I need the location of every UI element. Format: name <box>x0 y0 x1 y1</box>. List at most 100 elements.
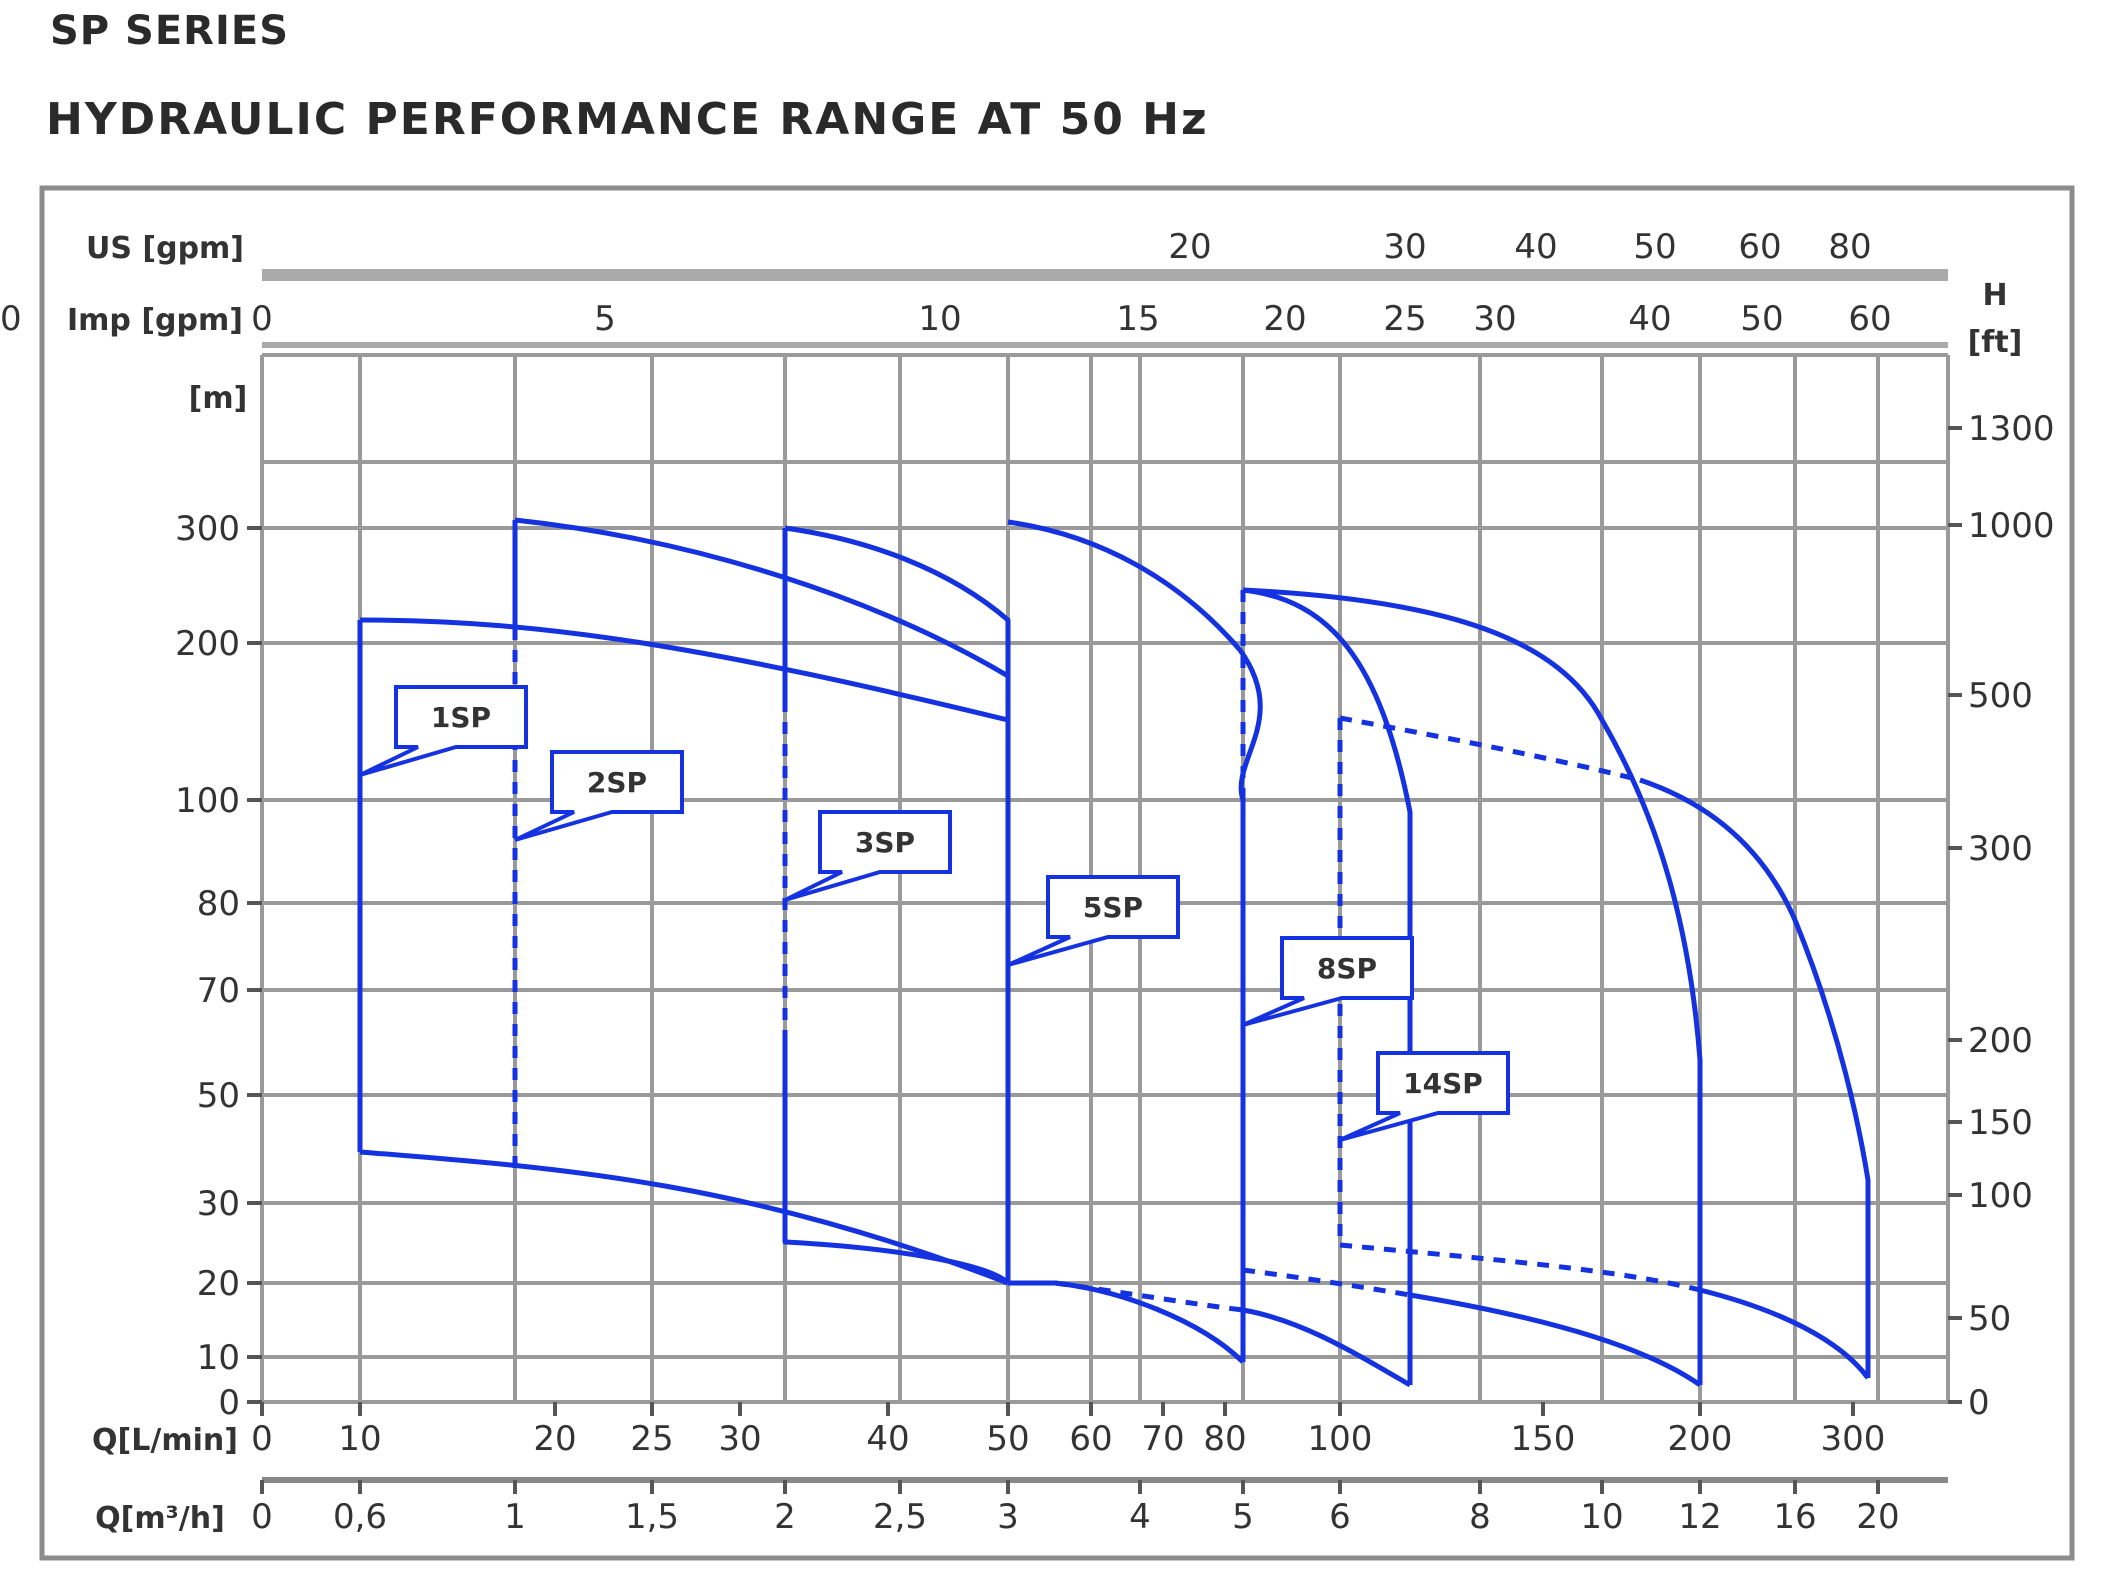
3sp-bottom-curve <box>782 1040 1010 1285</box>
h-m-tick-label: 80 <box>197 884 240 924</box>
axes: 0102030507080100200300[m]050100150200300… <box>0 227 2055 1537</box>
q-lmin-tick-label: 50 <box>986 1419 1029 1459</box>
imp-gpm-tick-label: 0 <box>251 299 273 339</box>
pump-labels: 1SP 2SP 3SP 5SP 8SP 14SP <box>359 685 1510 1142</box>
h-ft-tick-label: 100 <box>1968 1176 2033 1216</box>
q-lmin-tick-label: 150 <box>1511 1419 1576 1459</box>
q-m3h-tick-label: 0,6 <box>333 1497 387 1537</box>
q-m3h-tick-label: 1,5 <box>625 1497 679 1537</box>
5sp-envelope <box>1007 519 1263 1362</box>
1sp-bottom-curve <box>359 1149 1009 1286</box>
2sp-top-curve <box>514 517 1010 679</box>
14sp-bottom-curve-a <box>1409 1292 1702 1388</box>
q-lmin-tick-label: 100 <box>1308 1419 1373 1459</box>
h-ft-tick-label: 50 <box>1968 1299 2011 1339</box>
q-m3h-tick-label: 2,5 <box>873 1497 927 1537</box>
h-ft-tick-label: 300 <box>1968 829 2033 869</box>
pump-callout-box <box>1339 1051 1510 1142</box>
series-title: SP SERIES <box>50 8 289 54</box>
h-m-tick-label: 100 <box>175 781 240 821</box>
14sp-top-right <box>1639 777 1871 1378</box>
pump-model-label: 3SP <box>855 826 915 859</box>
q-m3h-tick-label: 6 <box>1329 1497 1351 1537</box>
imp-gpm-tick-label: 25 <box>1383 299 1426 339</box>
q-m3h-tick-label: 0 <box>251 1497 273 1537</box>
q-m3h-tick-label: 3 <box>997 1497 1019 1537</box>
pump-callout-box <box>514 750 684 842</box>
h-ft-tick-label: 500 <box>1968 676 2033 716</box>
1sp-top-curve <box>359 617 1011 775</box>
q-m3h-tick-label: 5 <box>1232 1497 1254 1537</box>
h-ft-unit-label: [ft] <box>1968 325 2023 360</box>
h-axis-letter: H <box>1982 278 2007 313</box>
pump-model-label: 1SP <box>431 701 491 734</box>
pump-callout-box <box>784 810 952 902</box>
us-gpm-tick-label: 40 <box>1514 227 1557 267</box>
imp-gpm-tick-label: 70 <box>0 299 22 339</box>
q-lmin-tick-label: 0 <box>251 1419 273 1459</box>
imp-gpm-tick-label: 50 <box>1740 299 1783 339</box>
h-m-tick-label: 30 <box>197 1184 240 1224</box>
pump-model-label: 5SP <box>1083 891 1143 924</box>
us-gpm-tick-label: 60 <box>1738 227 1781 267</box>
q-m3h-tick-label: 8 <box>1469 1497 1491 1537</box>
q-lmin-tick-label: 25 <box>630 1419 673 1459</box>
q-lmin-tick-label: 300 <box>1821 1419 1886 1459</box>
q-m3h-tick-label: 10 <box>1580 1497 1623 1537</box>
pump-model-label: 8SP <box>1317 952 1377 985</box>
14sp-envelope <box>1242 587 1703 1385</box>
pump-callout-box <box>1242 936 1414 1027</box>
q-m3h-tick-label: 4 <box>1129 1497 1151 1537</box>
imp-gpm-unit-label: Imp [gpm] <box>67 303 243 338</box>
imp-gpm-tick-label: 5 <box>594 299 616 339</box>
h-m-tick-label: 0 <box>218 1383 240 1423</box>
h-m-tick-label: 300 <box>175 509 240 549</box>
imp-gpm-tick-label: 60 <box>1848 299 1891 339</box>
h-m-tick-label: 20 <box>197 1264 240 1304</box>
q-lmin-unit-label: Q[L/min] <box>92 1423 238 1458</box>
14sp-bottom-curve-b <box>1699 1287 1871 1380</box>
us-gpm-tick-label: 50 <box>1633 227 1676 267</box>
h-ft-tick-label: 0 <box>1968 1383 1990 1423</box>
us-gpm-unit-label: US [gpm] <box>86 231 244 266</box>
q-lmin-tick-label: 40 <box>866 1419 909 1459</box>
h-m-tick-label: 10 <box>197 1338 240 1378</box>
pump-model-label: 14SP <box>1403 1067 1483 1100</box>
8sp-bottom-dashed <box>1242 1267 1411 1298</box>
imp-gpm-tick-label: 15 <box>1116 299 1159 339</box>
14sp-top-dashed <box>1339 715 1641 783</box>
pump-callout-box <box>1007 875 1180 967</box>
q-m3h-tick-label: 12 <box>1678 1497 1721 1537</box>
q-lmin-tick-label: 60 <box>1069 1419 1112 1459</box>
q-lmin-tick-label: 10 <box>338 1419 381 1459</box>
chart-title: HYDRAULIC PERFORMANCE RANGE AT 50 Hz <box>46 94 1209 145</box>
imp-gpm-tick-label: 40 <box>1628 299 1671 339</box>
h-m-tick-label: 50 <box>197 1076 240 1116</box>
q-lmin-tick-label: 20 <box>533 1419 576 1459</box>
imp-gpm-tick-label: 30 <box>1473 299 1516 339</box>
5sp-bottom-curve <box>1008 1280 1245 1364</box>
q-lmin-tick-label: 80 <box>1203 1419 1246 1459</box>
3sp-top-curve <box>784 525 1011 1283</box>
h-ft-tick-label: 200 <box>1968 1021 2033 1061</box>
q-m3h-tick-label: 1 <box>504 1497 526 1537</box>
q-lmin-tick-label: 70 <box>1141 1419 1184 1459</box>
pump-model-label: 2SP <box>587 766 647 799</box>
us-gpm-tick-label: 20 <box>1168 227 1211 267</box>
pump-callout-box <box>359 685 528 777</box>
h-m-tick-label: 70 <box>197 971 240 1011</box>
h-m-tick-label: 200 <box>175 624 240 664</box>
8sp-bottom-curve <box>1242 1307 1412 1388</box>
imp-gpm-tick-label: 20 <box>1263 299 1306 339</box>
q-m3h-unit-label: Q[m³/h] <box>95 1501 225 1536</box>
imp-gpm-tick-label: 10 <box>918 299 961 339</box>
us-gpm-tick-label: 80 <box>1828 227 1871 267</box>
h-ft-tick-label: 1000 <box>1968 506 2055 546</box>
h-m-unit-label: [m] <box>189 381 248 416</box>
h-ft-tick-label: 1300 <box>1968 409 2055 449</box>
chart-frame <box>39 185 2075 1561</box>
us-gpm-tick-label: 30 <box>1383 227 1426 267</box>
q-lmin-tick-label: 200 <box>1668 1419 1733 1459</box>
5sp-bottom-dashed <box>1054 1280 1244 1313</box>
